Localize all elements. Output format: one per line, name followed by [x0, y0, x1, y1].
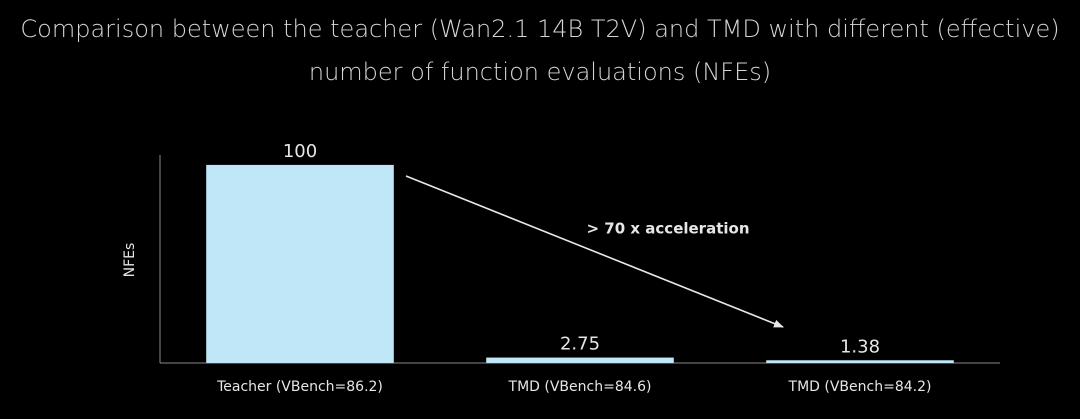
value-label: 1.38 — [840, 336, 880, 357]
chart-title: number of function evaluations (NFEs) — [309, 58, 771, 86]
value-label: 100 — [283, 141, 317, 162]
y-axis-label: NFEs — [122, 243, 138, 278]
bar — [486, 357, 674, 363]
arrow — [405, 175, 784, 328]
x-tick-label: TMD (VBench=84.6) — [508, 379, 652, 395]
value-label: 2.75 — [560, 334, 600, 355]
bar — [766, 360, 954, 363]
bar — [206, 164, 394, 363]
annotation: > 70 x acceleration — [587, 220, 750, 238]
x-tick-label: TMD (VBench=84.2) — [788, 379, 932, 395]
chart-title: Comparison between the teacher (Wan2.1 1… — [20, 15, 1059, 43]
x-tick-label: Teacher (VBench=86.2) — [216, 379, 383, 395]
